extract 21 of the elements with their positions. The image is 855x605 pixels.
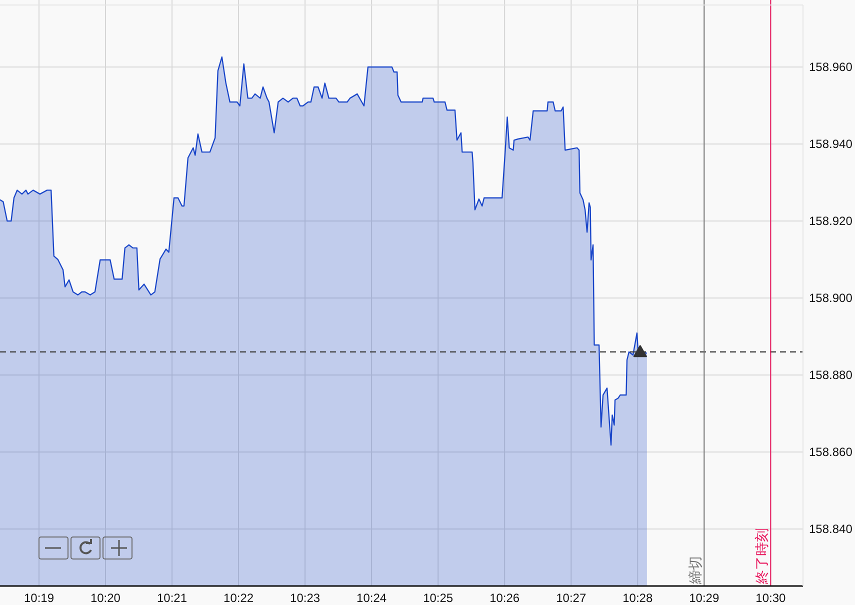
x-tick-label: 10:27 (556, 591, 586, 605)
y-tick-label: 158.920 (809, 214, 853, 228)
y-tick-label: 158.880 (809, 368, 853, 382)
ref-line-label: 終了時刻 (754, 528, 771, 585)
ref-line-label: 締切 (688, 556, 704, 585)
y-tick-label: 158.860 (809, 445, 853, 460)
x-tick-label: 10:30 (756, 591, 786, 605)
x-tick-label: 10:22 (224, 591, 254, 605)
x-tick-label: 10:20 (90, 591, 121, 605)
x-tick-label: 10:29 (689, 591, 720, 605)
x-tick-label: 10:28 (622, 591, 653, 605)
y-tick-label: 158.900 (809, 291, 853, 306)
x-tick-label: 10:25 (423, 591, 454, 605)
y-tick-label: 158.840 (809, 522, 853, 536)
x-tick-label: 10:19 (24, 591, 54, 605)
x-tick-label: 10:21 (157, 591, 188, 605)
x-tick-label: 10:24 (356, 591, 387, 605)
y-tick-label: 158.940 (809, 136, 853, 151)
y-tick-label: 158.960 (809, 60, 853, 74)
x-tick-label: 10:23 (290, 591, 320, 605)
x-tick-label: 10:26 (490, 591, 520, 605)
